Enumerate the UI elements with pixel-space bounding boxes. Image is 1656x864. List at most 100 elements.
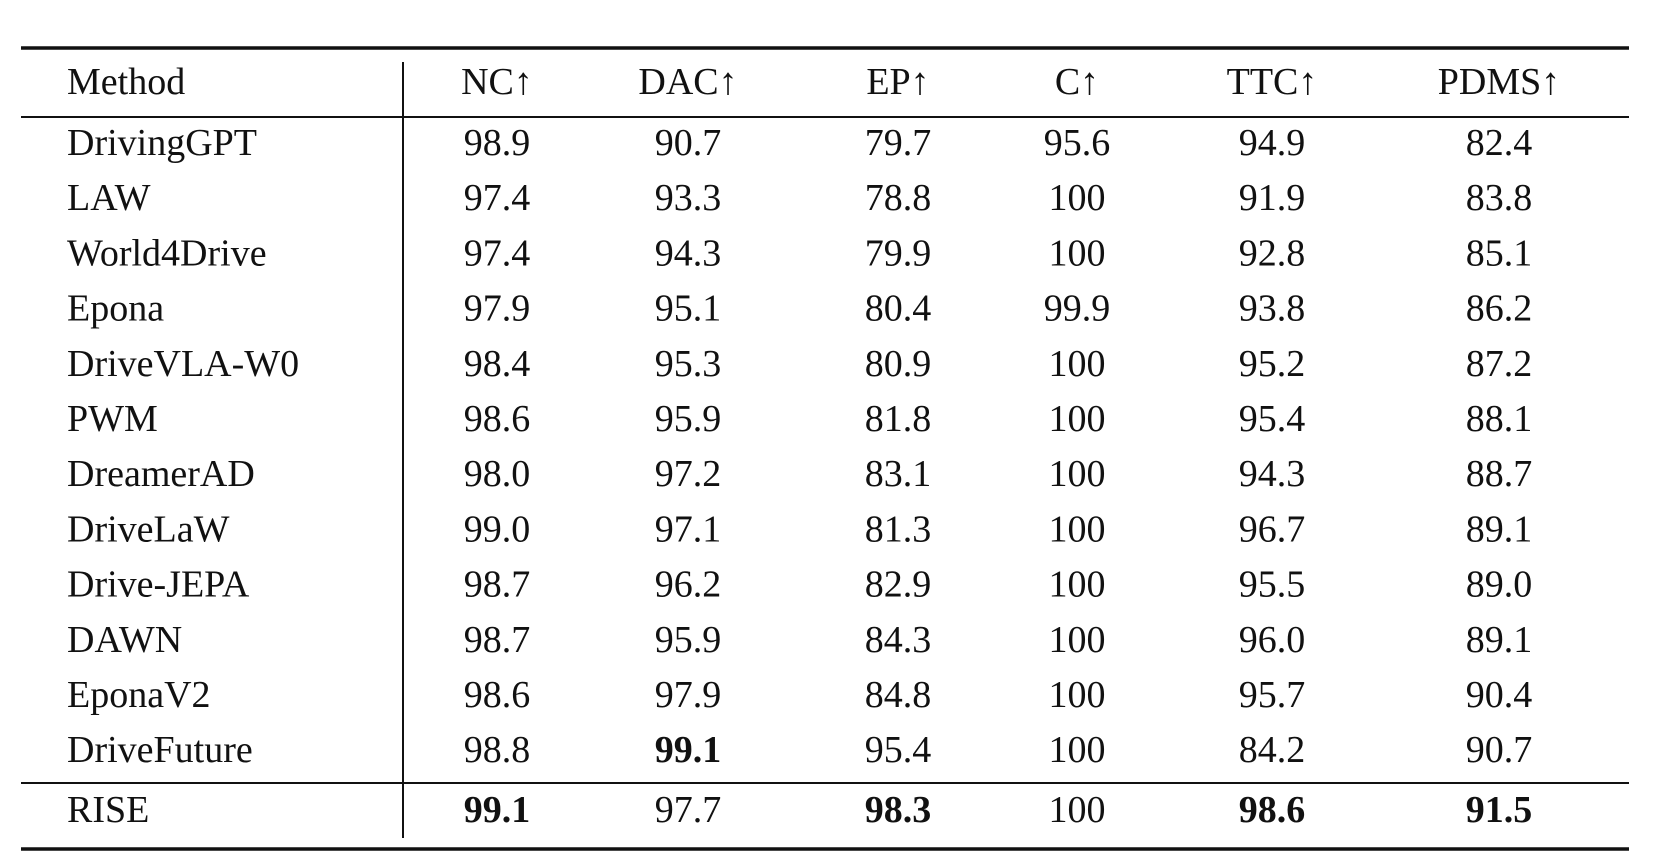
method-cell: Drive-JEPA bbox=[67, 564, 250, 606]
value-cell: 100 bbox=[1049, 177, 1106, 219]
value-cell: 96.0 bbox=[1239, 619, 1306, 661]
method-cell: World4Drive bbox=[67, 232, 267, 274]
value-cell: 82.9 bbox=[865, 564, 932, 606]
value-cell: 88.7 bbox=[1466, 453, 1533, 495]
value-cell: 93.8 bbox=[1239, 288, 1306, 330]
value-cell: 95.4 bbox=[865, 729, 932, 771]
method-cell: DriveFuture bbox=[67, 729, 253, 771]
method-cell: DrivingGPT bbox=[67, 122, 257, 164]
value-cell: 90.7 bbox=[1466, 729, 1533, 771]
value-cell: 95.5 bbox=[1239, 564, 1306, 606]
method-cell: RISE bbox=[67, 789, 149, 831]
value-cell: 97.9 bbox=[655, 674, 722, 716]
value-cell: 97.1 bbox=[655, 508, 722, 550]
value-cell: 95.3 bbox=[655, 343, 722, 385]
value-cell: 83.1 bbox=[865, 453, 932, 495]
value-cell: 100 bbox=[1049, 789, 1106, 831]
value-cell: 96.7 bbox=[1239, 508, 1306, 550]
value-cell: 98.9 bbox=[464, 122, 531, 164]
value-cell: 84.8 bbox=[865, 674, 932, 716]
value-cell: 95.4 bbox=[1239, 398, 1306, 440]
method-cell: DAWN bbox=[67, 619, 182, 661]
value-cell: 89.1 bbox=[1466, 619, 1533, 661]
value-cell: 91.5 bbox=[1466, 789, 1533, 831]
value-cell: 97.7 bbox=[655, 789, 722, 831]
value-cell: 83.8 bbox=[1466, 177, 1533, 219]
value-cell: 99.1 bbox=[655, 729, 722, 771]
method-cell: EponaV2 bbox=[67, 674, 211, 716]
value-cell: 98.3 bbox=[865, 789, 932, 831]
value-cell: 94.3 bbox=[655, 232, 722, 274]
value-cell: 100 bbox=[1049, 398, 1106, 440]
value-cell: 98.6 bbox=[464, 674, 531, 716]
value-cell: 98.0 bbox=[464, 453, 531, 495]
value-cell: 97.2 bbox=[655, 453, 722, 495]
value-cell: 79.7 bbox=[865, 122, 932, 164]
header-cell: C↑ bbox=[1055, 61, 1099, 103]
value-cell: 100 bbox=[1049, 729, 1106, 771]
method-cell: LAW bbox=[67, 177, 151, 219]
value-cell: 95.9 bbox=[655, 398, 722, 440]
value-cell: 82.4 bbox=[1466, 122, 1533, 164]
value-cell: 97.4 bbox=[464, 177, 531, 219]
value-cell: 81.8 bbox=[865, 398, 932, 440]
value-cell: 100 bbox=[1049, 619, 1106, 661]
method-cell: PWM bbox=[67, 398, 158, 440]
value-cell: 98.8 bbox=[464, 729, 531, 771]
method-cell: DreamerAD bbox=[67, 453, 255, 495]
value-cell: 80.9 bbox=[865, 343, 932, 385]
value-cell: 100 bbox=[1049, 508, 1106, 550]
value-cell: 95.1 bbox=[655, 288, 722, 330]
value-cell: 98.7 bbox=[464, 619, 531, 661]
value-cell: 94.3 bbox=[1239, 453, 1306, 495]
value-cell: 95.9 bbox=[655, 619, 722, 661]
value-cell: 95.2 bbox=[1239, 343, 1306, 385]
value-cell: 90.7 bbox=[655, 122, 722, 164]
value-cell: 88.1 bbox=[1466, 398, 1533, 440]
header-cell: PDMS↑ bbox=[1438, 61, 1561, 103]
value-cell: 90.4 bbox=[1466, 674, 1533, 716]
value-cell: 93.3 bbox=[655, 177, 722, 219]
value-cell: 97.9 bbox=[464, 288, 531, 330]
value-cell: 89.1 bbox=[1466, 508, 1533, 550]
value-cell: 91.9 bbox=[1239, 177, 1306, 219]
value-cell: 86.2 bbox=[1466, 288, 1533, 330]
method-cell: DriveVLA-W0 bbox=[67, 343, 299, 385]
header-cell: TTC↑ bbox=[1227, 61, 1318, 103]
value-cell: 94.9 bbox=[1239, 122, 1306, 164]
method-cell: Epona bbox=[67, 288, 164, 330]
value-cell: 85.1 bbox=[1466, 232, 1533, 274]
value-cell: 84.3 bbox=[865, 619, 932, 661]
value-cell: 99.0 bbox=[464, 508, 531, 550]
value-cell: 84.2 bbox=[1239, 729, 1306, 771]
value-cell: 100 bbox=[1049, 343, 1106, 385]
value-cell: 100 bbox=[1049, 232, 1106, 274]
value-cell: 89.0 bbox=[1466, 564, 1533, 606]
value-cell: 98.4 bbox=[464, 343, 531, 385]
value-cell: 95.7 bbox=[1239, 674, 1306, 716]
value-cell: 80.4 bbox=[865, 288, 932, 330]
value-cell: 92.8 bbox=[1239, 232, 1306, 274]
value-cell: 100 bbox=[1049, 564, 1106, 606]
header-cell: EP↑ bbox=[866, 61, 929, 103]
value-cell: 96.2 bbox=[655, 564, 722, 606]
method-cell: DriveLaW bbox=[67, 508, 230, 550]
value-cell: 95.6 bbox=[1044, 122, 1111, 164]
value-cell: 79.9 bbox=[865, 232, 932, 274]
value-cell: 98.6 bbox=[464, 398, 531, 440]
value-cell: 100 bbox=[1049, 453, 1106, 495]
value-cell: 81.3 bbox=[865, 508, 932, 550]
header-cell: Method bbox=[67, 61, 185, 103]
header-cell: DAC↑ bbox=[638, 61, 737, 103]
value-cell: 100 bbox=[1049, 674, 1106, 716]
value-cell: 99.9 bbox=[1044, 288, 1111, 330]
value-cell: 98.6 bbox=[1239, 789, 1306, 831]
value-cell: 97.4 bbox=[464, 232, 531, 274]
value-cell: 98.7 bbox=[464, 564, 531, 606]
header-cell: NC↑ bbox=[461, 61, 533, 103]
value-cell: 99.1 bbox=[464, 789, 531, 831]
value-cell: 87.2 bbox=[1466, 343, 1533, 385]
value-cell: 78.8 bbox=[865, 177, 932, 219]
